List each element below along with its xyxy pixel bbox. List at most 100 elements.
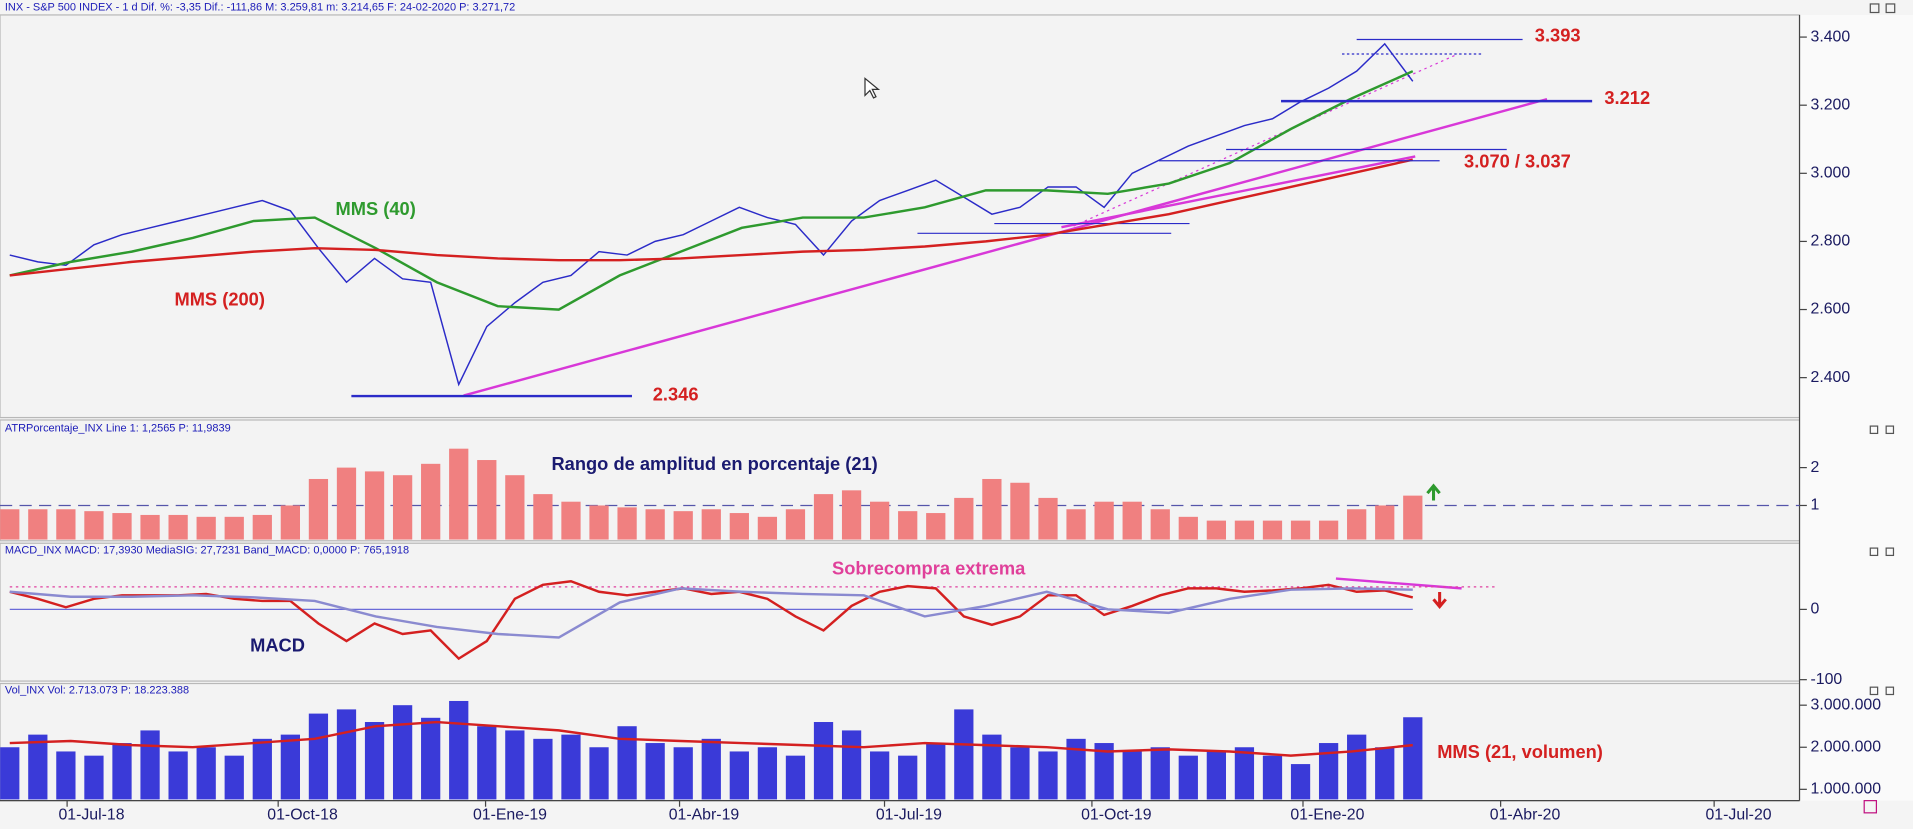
series-line (9, 587, 1413, 639)
overbought-label: Sobrecompra extrema (832, 558, 1026, 579)
bar (645, 509, 665, 540)
close-button[interactable] (1885, 547, 1895, 557)
y-tick-label: -100 (1811, 671, 1843, 688)
bar (336, 709, 357, 800)
x-tick-label: 01-Ene-19 (473, 806, 547, 823)
bar (898, 511, 918, 540)
bar (1122, 501, 1142, 540)
close-button[interactable] (1885, 425, 1895, 435)
bar (533, 494, 553, 540)
restore-button[interactable] (1869, 547, 1879, 557)
bar (982, 734, 1002, 800)
bar (364, 722, 385, 800)
bar (112, 743, 132, 800)
bar (421, 717, 441, 800)
x-tick-label: 01-Jul-19 (876, 806, 942, 823)
x-tick-label: 01-Abr-20 (1490, 806, 1561, 823)
bar (870, 501, 890, 540)
y-tick-label: 1 (1811, 497, 1820, 514)
bar (1094, 743, 1114, 800)
series-label: MACD (250, 635, 305, 656)
bar (954, 709, 974, 800)
bar (926, 513, 946, 540)
bar (112, 513, 132, 540)
y-tick-label: 3.000.000 (1811, 696, 1882, 713)
bar (1094, 501, 1114, 540)
panel-title: Rango de amplitud en porcentaje (21) (551, 453, 877, 474)
bar (364, 471, 385, 540)
series-line (9, 42, 1414, 387)
bar (1010, 747, 1030, 800)
bar (870, 751, 890, 800)
bar (673, 747, 693, 800)
bar (252, 514, 272, 540)
bar (280, 505, 300, 540)
bar (617, 726, 637, 800)
bar (449, 700, 469, 800)
x-tick-label: 01-Abr-19 (669, 806, 740, 823)
bar (168, 751, 188, 800)
y-tick-label: 2.600 (1811, 301, 1851, 318)
bar (1178, 755, 1198, 800)
close-button[interactable] (1885, 686, 1895, 696)
x-tick-label: 01-Jul-18 (58, 806, 124, 823)
bar (1403, 717, 1423, 800)
bar (1290, 764, 1311, 800)
bar (308, 478, 329, 540)
bar (1150, 509, 1170, 540)
trend-line (463, 97, 1548, 397)
bar (505, 475, 525, 540)
panel-header: ATRPorcentaje_INX Line 1: 1,2565 P: 11,9… (5, 422, 231, 434)
bar (449, 448, 469, 540)
bar (477, 460, 497, 540)
bar (1038, 751, 1058, 800)
panel-header: INX - S&P 500 INDEX - 1 d Dif. %: -3,35 … (5, 2, 515, 14)
macd-trend-line (1335, 577, 1462, 590)
series-line (9, 70, 1414, 311)
bar (168, 514, 188, 540)
restore-button[interactable] (1869, 686, 1879, 696)
bar (505, 730, 525, 800)
y-tick-label: 2.800 (1811, 233, 1851, 250)
level-label: 3.393 (1535, 25, 1581, 46)
y-tick-label: 2.400 (1811, 369, 1851, 386)
bar (1318, 520, 1339, 540)
bar (701, 738, 721, 800)
series-line (9, 720, 1413, 757)
bar (1178, 516, 1198, 540)
close-button[interactable] (1885, 3, 1896, 14)
bar (589, 747, 609, 800)
restore-button[interactable] (1869, 3, 1880, 14)
bar (28, 734, 48, 800)
bar (533, 738, 553, 800)
bar (1038, 497, 1058, 540)
bar (84, 511, 104, 540)
bar (392, 705, 413, 800)
x-tick-label: 01-Oct-18 (267, 806, 338, 823)
y-tick-label: 2.000.000 (1811, 738, 1882, 755)
bar (1318, 743, 1339, 800)
down-arrow (1432, 592, 1447, 610)
bar (1347, 509, 1367, 540)
bar (645, 743, 665, 800)
bar (280, 734, 300, 800)
y-tick-label: 3.400 (1811, 28, 1851, 45)
window-buttons[interactable] (1863, 3, 1896, 814)
y-tick-label: 3.200 (1811, 96, 1851, 113)
bar (140, 730, 160, 800)
bar (56, 509, 76, 540)
bar (56, 751, 76, 800)
y-tick-label: 0 (1811, 601, 1820, 618)
x-tick-label: 01-Jul-20 (1705, 806, 1771, 823)
bar (757, 516, 778, 540)
bar (813, 494, 834, 540)
restore-button[interactable] (1869, 425, 1879, 435)
level-label: 3.070 / 3.037 (1464, 150, 1571, 171)
bar (729, 513, 749, 540)
bar (224, 516, 244, 540)
up-arrow (1426, 483, 1441, 501)
x-tick-label: 01-Ene-20 (1290, 806, 1364, 823)
save-button[interactable] (1863, 800, 1878, 814)
trend-line (1061, 155, 1416, 229)
